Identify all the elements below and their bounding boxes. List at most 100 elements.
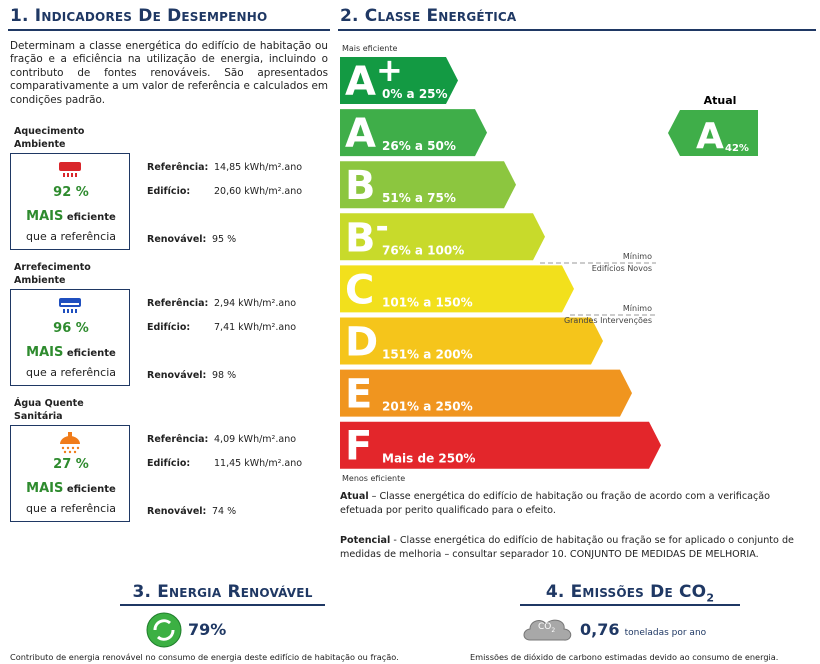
- letter: A: [345, 111, 376, 157]
- indicator-percent: 96 %: [53, 321, 89, 336]
- row-label: Renovável:: [147, 370, 207, 381]
- row-value: 74 %: [212, 506, 237, 517]
- note-term: Potencial: [340, 535, 391, 546]
- rule: [338, 29, 816, 31]
- more: MAIS: [26, 209, 64, 224]
- note: Potencial - Classe energética do edifíci…: [340, 534, 814, 562]
- class-letter: A: [345, 111, 376, 157]
- letter: C: [345, 267, 374, 313]
- indicator-than: que a referência: [25, 502, 116, 515]
- efficient: eficiente: [66, 348, 116, 359]
- class-letter: B: [345, 163, 376, 209]
- row-label: Referência:: [147, 434, 209, 445]
- icon: [60, 432, 80, 454]
- note-term: Atual: [340, 491, 369, 502]
- section-title: 2. Classe Energética: [340, 6, 517, 26]
- row-value: 20,60 kWh/m².ano: [214, 186, 303, 197]
- section-title: 3. Energia Renovável: [132, 582, 313, 602]
- current-arrow: [668, 110, 758, 156]
- co2-icon-label: CO2: [538, 622, 555, 634]
- class-range: 201% a 250%: [382, 400, 473, 414]
- indicator-than: que a referência: [25, 230, 116, 243]
- class-arrow: [340, 369, 632, 417]
- indicator-label: Aquecimento Ambiente: [14, 126, 85, 150]
- threshold-subtitle: Edifícios Novos: [592, 264, 652, 273]
- letter: A: [345, 59, 376, 105]
- letter-sup: +: [376, 51, 403, 89]
- class-range: 101% a 150%: [382, 295, 473, 309]
- row-value: 95 %: [212, 234, 237, 245]
- class-arrow: [340, 109, 487, 157]
- letter: F: [345, 424, 372, 470]
- indicator-more: MAIS eficiente: [11, 345, 131, 360]
- current-ratio: 42%: [725, 143, 749, 154]
- co2-icon: [523, 619, 572, 641]
- class-range: Mais de 250%: [382, 452, 475, 466]
- co2: 0,76 toneladas por ano: [580, 620, 706, 639]
- icon: [59, 298, 81, 313]
- indicator-more: MAIS eficiente: [11, 209, 131, 224]
- co2-unit: toneladas por ano: [624, 628, 707, 638]
- indicator-icon: [55, 296, 85, 324]
- threshold-title: Mínimo: [623, 252, 652, 261]
- indicator-label: Água Quente Sanitária: [14, 398, 84, 422]
- indicator-than: que a referência: [25, 366, 116, 379]
- letter-sup: -: [376, 207, 389, 245]
- indicator-percent: 27 %: [53, 457, 89, 472]
- class-range: 0% a 25%: [382, 87, 448, 101]
- more: MAIS: [26, 345, 64, 360]
- indicator-box: 27 % MAIS eficiente que a referência: [10, 425, 130, 522]
- class-range: 151% a 200%: [382, 348, 473, 362]
- row-label: Edifício:: [147, 186, 191, 197]
- caption: Contributo de energia renovável no consu…: [10, 652, 399, 662]
- row-value: 14,85 kWh/m².ano: [214, 162, 303, 173]
- class-arrow: [340, 421, 661, 469]
- row-label: Referência:: [147, 298, 209, 309]
- note-text: - Classe energética do edifício de habit…: [340, 535, 794, 560]
- class-arrow: [340, 317, 603, 365]
- threshold-subtitle: Grandes Intervenções: [564, 316, 652, 325]
- note: Atual – Classe energética do edifício de…: [340, 490, 814, 518]
- indicator-label: Arrefecimento Ambiente: [14, 262, 91, 286]
- letter: B: [345, 163, 376, 209]
- row-label: Renovável:: [147, 234, 207, 245]
- section-title: 1. Indicadores De Desempenho: [10, 6, 268, 26]
- class-arrow: [340, 57, 458, 104]
- indicator-icon: [55, 432, 85, 460]
- renewable-icon: [146, 612, 182, 648]
- class-letter: F: [345, 424, 372, 470]
- co2-value: 0,76: [580, 620, 620, 639]
- rule: [120, 604, 325, 606]
- top-label: Mais eficiente: [342, 44, 398, 53]
- efficient: eficiente: [66, 484, 116, 495]
- letter: E: [345, 372, 372, 418]
- class-letter: B-: [345, 207, 389, 261]
- threshold-title: Mínimo: [623, 304, 652, 313]
- icon-text: CO: [538, 622, 552, 632]
- class-arrow: [340, 265, 574, 313]
- row-label: Edifício:: [147, 458, 191, 469]
- class-letter: E: [345, 372, 372, 418]
- icon: [59, 162, 81, 177]
- row-value: 4,09 kWh/m².ano: [214, 434, 297, 445]
- current-letter: A: [696, 116, 724, 157]
- row-value: 11,45 kWh/m².ano: [214, 458, 303, 469]
- section-title: 4. Emissões De CO2: [520, 582, 740, 604]
- intro: Determinam a classe energética do edifíc…: [10, 40, 328, 106]
- class-arrow: [340, 161, 516, 209]
- row-value: 98 %: [212, 370, 237, 381]
- class-arrow: [340, 213, 545, 261]
- letter: D: [345, 320, 378, 366]
- bottom-label: Menos eficiente: [342, 474, 406, 483]
- row-value: 2,94 kWh/m².ano: [214, 298, 297, 309]
- more: MAIS: [26, 481, 64, 496]
- letter: B: [345, 215, 376, 261]
- rule: [8, 29, 330, 31]
- row-label: Edifício:: [147, 322, 191, 333]
- class-letter: C: [345, 267, 374, 313]
- rule: [520, 604, 740, 606]
- current-label: Atual: [704, 94, 737, 107]
- indicator-box: 96 % MAIS eficiente que a referência: [10, 289, 130, 386]
